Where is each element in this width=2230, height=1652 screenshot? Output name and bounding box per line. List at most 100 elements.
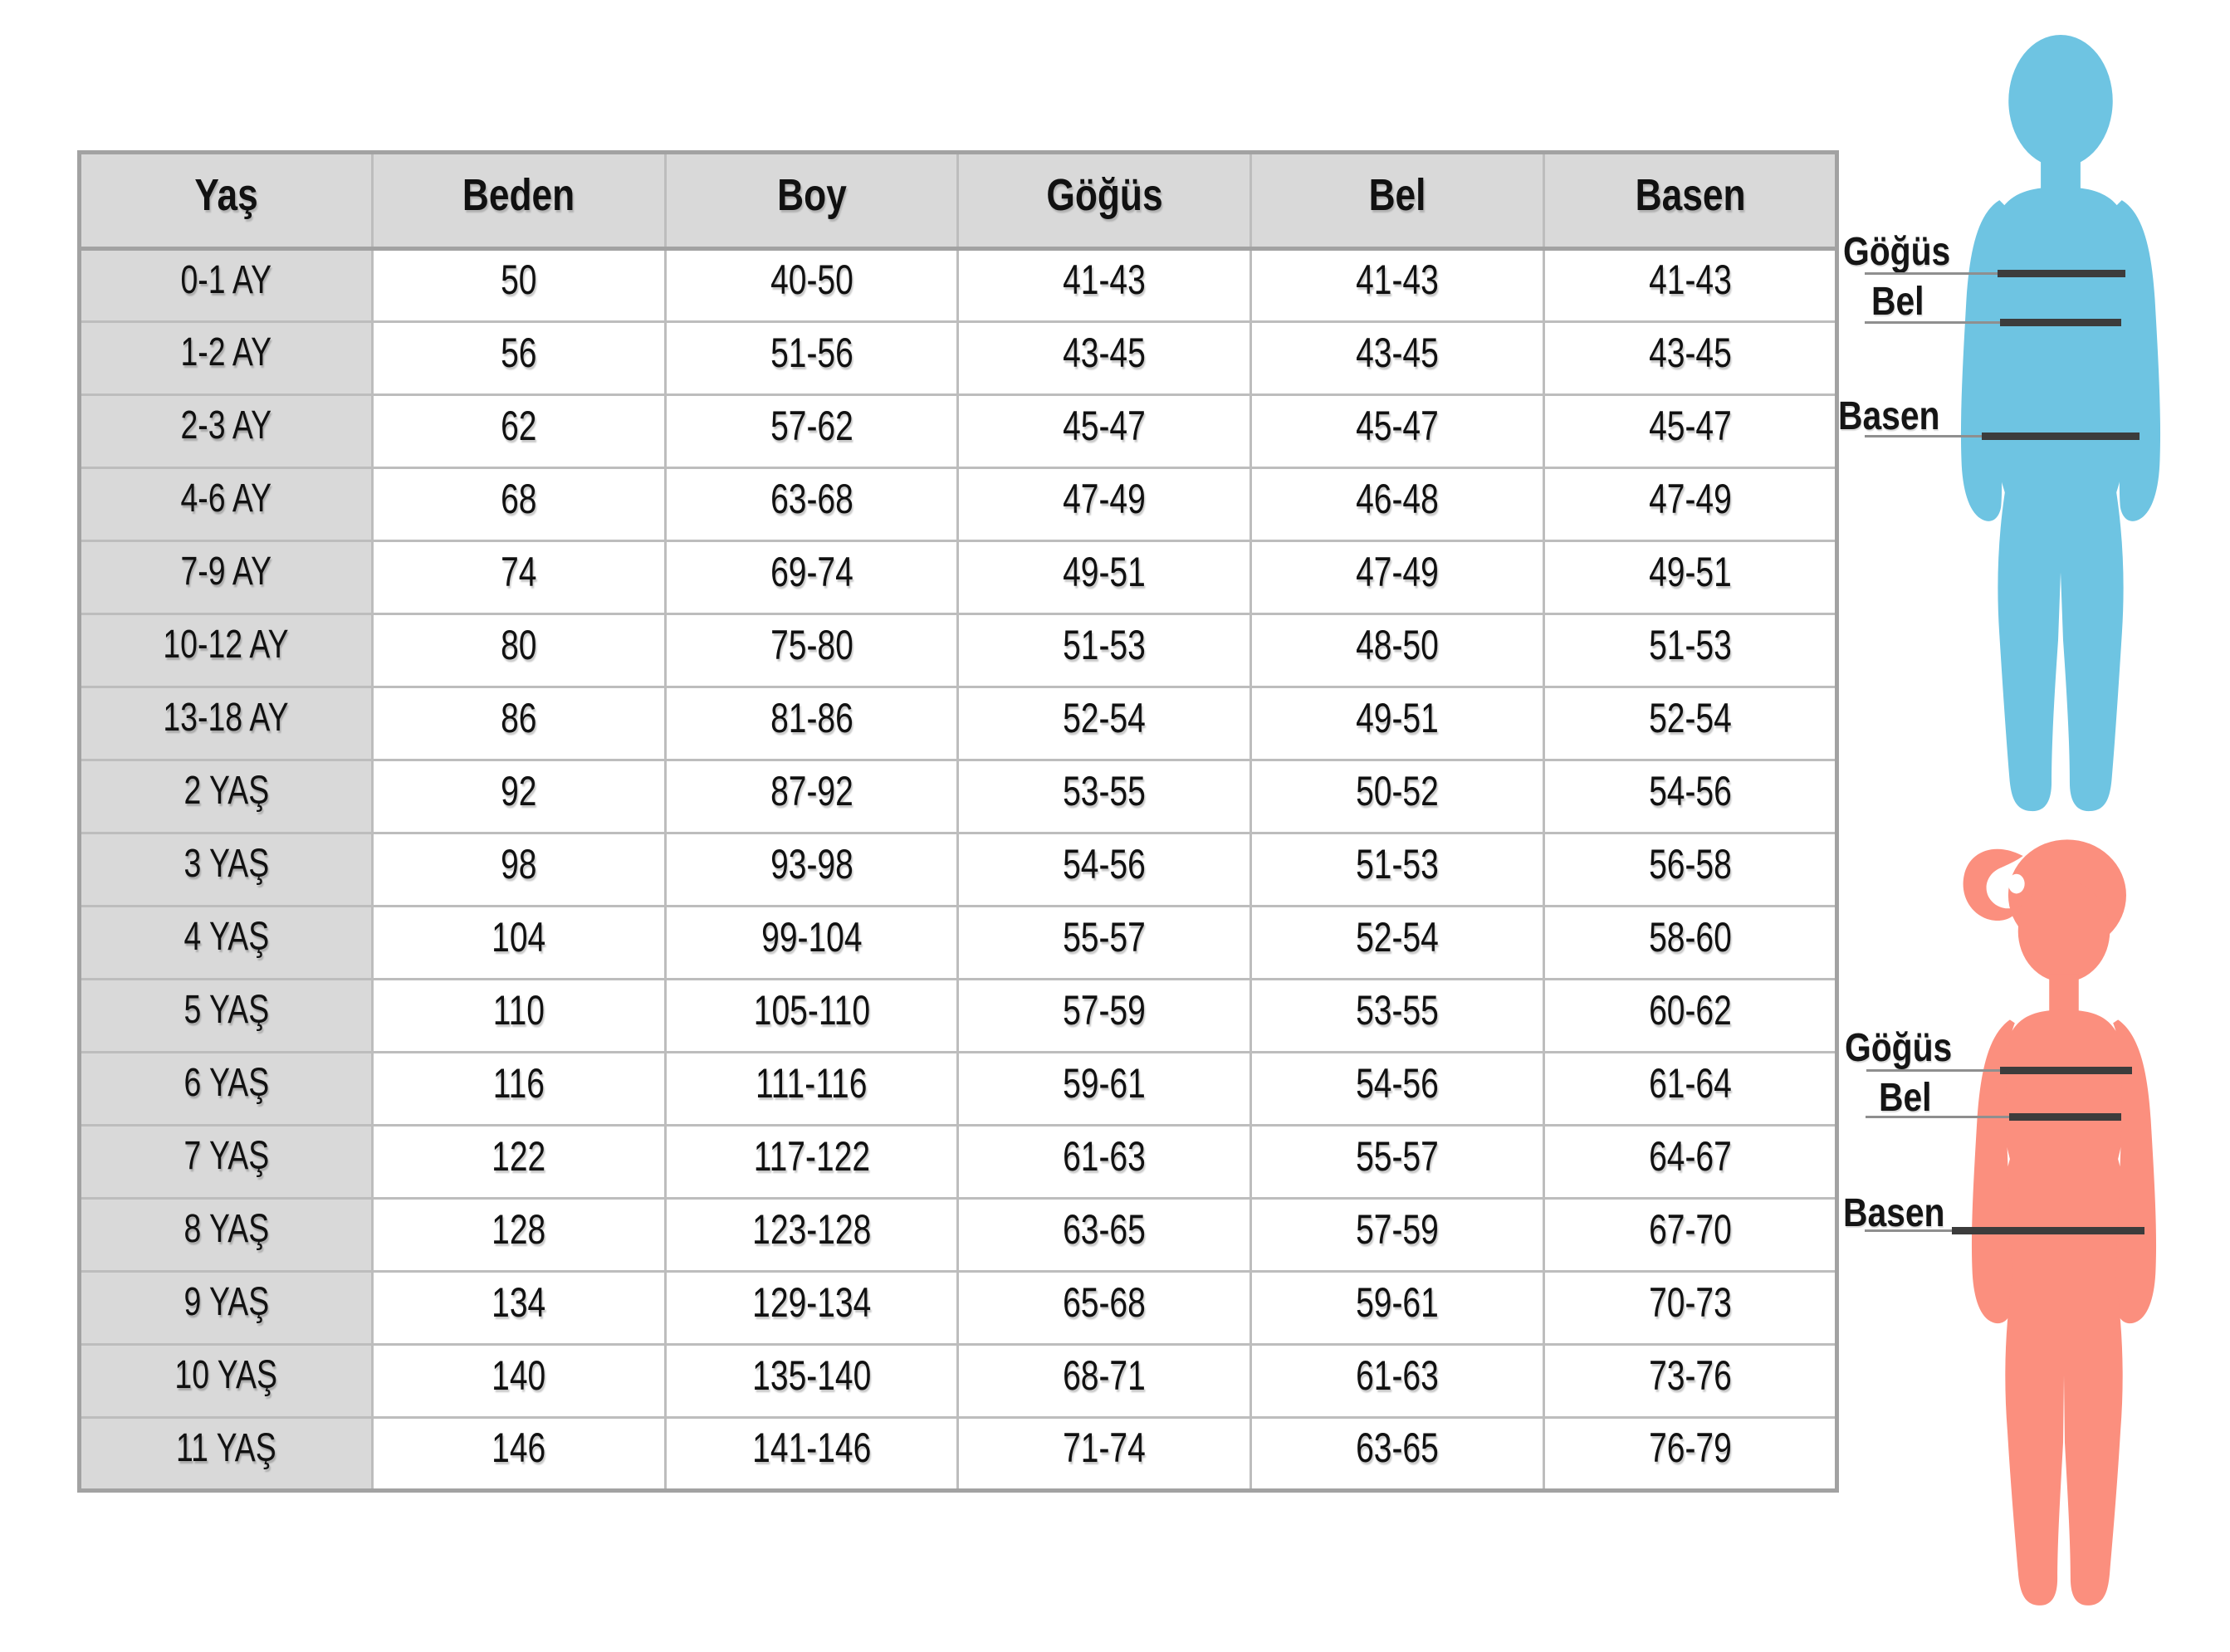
value-cell: 47-49 <box>1249 540 1546 615</box>
value-cell: 87-92 <box>663 759 960 834</box>
cell-text: 51-56 <box>770 329 853 376</box>
boy-chest-measure-line <box>1998 270 2125 277</box>
column-header-text: Bel <box>1368 169 1426 220</box>
value-cell: 98 <box>370 832 667 907</box>
age-cell: 9 YAŞ <box>78 1270 374 1346</box>
cell-text: 51-53 <box>1648 621 1732 668</box>
age-cell: 2-3 AY <box>78 393 374 469</box>
girl-right-arm <box>2113 1019 2157 1324</box>
age-cell: 4 YAŞ <box>78 905 374 980</box>
table-row: 5 YAŞ 110 105-110 57-59 53-55 60-62 <box>78 978 1838 1053</box>
value-cell: 49-51 <box>1543 540 1838 615</box>
table-row: 7-9 AY 74 69-74 49-51 47-49 49-51 <box>78 540 1838 615</box>
cell-text: 4 YAŞ <box>183 915 269 959</box>
cell-text: 47-49 <box>1648 475 1732 522</box>
table-row: 9 YAŞ 134 129-134 65-68 59-61 70-73 <box>78 1270 1838 1346</box>
cell-text: 13-18 AY <box>163 696 290 740</box>
cell-text: 117-122 <box>753 1132 870 1180</box>
girl-neck <box>2049 974 2079 1017</box>
value-cell: 111-116 <box>663 1051 960 1127</box>
cell-text: 8 YAŞ <box>183 1207 269 1251</box>
cell-text: 1-2 AY <box>180 330 272 374</box>
cell-text: 57-59 <box>1063 986 1147 1034</box>
value-cell: 65-68 <box>956 1270 1253 1346</box>
cell-text: 105-110 <box>753 986 870 1034</box>
header-row: Yaş Beden Boy Göğüs Bel Basen <box>78 151 1838 251</box>
age-cell: 5 YAŞ <box>78 978 374 1053</box>
value-cell: 63-65 <box>1249 1416 1546 1492</box>
cell-text: 67-70 <box>1648 1205 1732 1253</box>
value-cell: 56 <box>370 320 667 396</box>
value-cell: 117-122 <box>663 1124 960 1200</box>
cell-text: 98 <box>501 840 537 887</box>
cell-text: 104 <box>491 913 546 960</box>
value-cell: 63-65 <box>956 1197 1253 1273</box>
cell-text: 41-43 <box>1356 257 1440 303</box>
value-cell: 61-63 <box>1249 1343 1546 1419</box>
age-cell: 10-12 AY <box>78 613 374 688</box>
value-cell: 146 <box>370 1416 667 1492</box>
cell-text: 53-55 <box>1063 767 1147 814</box>
cell-text: 43-45 <box>1648 329 1732 376</box>
cell-text: 99-104 <box>760 913 863 960</box>
column-header-text: Boy <box>776 169 847 220</box>
age-cell: 0-1 AY <box>78 247 374 323</box>
value-cell: 41-43 <box>956 247 1253 323</box>
value-cell: 76-79 <box>1543 1416 1838 1492</box>
boy-head <box>2008 34 2113 168</box>
cell-text: 41-43 <box>1063 257 1147 303</box>
age-cell: 13-18 AY <box>78 686 374 761</box>
cell-text: 135-140 <box>751 1351 872 1399</box>
cell-text: 61-63 <box>1063 1132 1147 1180</box>
value-cell: 71-74 <box>956 1416 1253 1492</box>
table-row: 2-3 AY 62 57-62 45-47 45-47 45-47 <box>78 393 1838 469</box>
cell-text: 5 YAŞ <box>183 988 269 1032</box>
table-row: 6 YAŞ 116 111-116 59-61 54-56 61-64 <box>78 1051 1838 1127</box>
value-cell: 43-45 <box>956 320 1253 396</box>
age-cell: 6 YAŞ <box>78 1051 374 1127</box>
cell-text: 54-56 <box>1356 1059 1440 1107</box>
girl-waist-measure-line <box>2009 1113 2121 1121</box>
cell-text: 2 YAŞ <box>183 769 269 813</box>
cell-text: 7-9 AY <box>180 550 272 594</box>
cell-text: 58-60 <box>1648 913 1732 960</box>
value-cell: 50 <box>370 247 667 323</box>
cell-text: 64-67 <box>1648 1132 1732 1180</box>
value-cell: 57-59 <box>1249 1197 1546 1273</box>
value-cell: 56-58 <box>1543 832 1838 907</box>
value-cell: 46-48 <box>1249 467 1546 542</box>
cell-text: 123-128 <box>751 1205 872 1253</box>
cell-text: 63-65 <box>1356 1425 1440 1471</box>
value-cell: 68 <box>370 467 667 542</box>
cell-text: 50-52 <box>1356 767 1440 814</box>
value-cell: 41-43 <box>1543 247 1838 323</box>
cell-text: 56-58 <box>1648 840 1732 887</box>
cell-text: 70-73 <box>1648 1278 1732 1326</box>
girl-hip-measure-line <box>1952 1227 2144 1234</box>
table-row: 2 YAŞ 92 87-92 53-55 50-52 54-56 <box>78 759 1838 834</box>
value-cell: 61-63 <box>956 1124 1253 1200</box>
cell-text: 146 <box>491 1425 546 1471</box>
size-table-head: Yaş Beden Boy Göğüs Bel Basen <box>78 151 1838 251</box>
value-cell: 53-55 <box>1249 978 1546 1053</box>
boy-torso <box>1984 187 2137 496</box>
value-cell: 70-73 <box>1543 1270 1838 1346</box>
cell-text: 87-92 <box>770 767 853 814</box>
boy-neck <box>2041 150 2081 194</box>
column-header: Boy <box>663 151 960 251</box>
cell-text: 141-146 <box>751 1425 872 1471</box>
cell-text: 51-53 <box>1356 840 1440 887</box>
value-cell: 63-68 <box>663 467 960 542</box>
cell-text: 69-74 <box>770 548 853 595</box>
column-header-text: Yaş <box>194 169 258 220</box>
girl-left-arm <box>1971 1019 2015 1324</box>
cell-text: 61-63 <box>1356 1351 1440 1399</box>
cell-text: 7 YAŞ <box>183 1134 269 1178</box>
value-cell: 67-70 <box>1543 1197 1838 1273</box>
value-cell: 93-98 <box>663 832 960 907</box>
cell-text: 54-56 <box>1648 767 1732 814</box>
value-cell: 54-56 <box>956 832 1253 907</box>
value-cell: 73-76 <box>1543 1343 1838 1419</box>
value-cell: 55-57 <box>1249 1124 1546 1200</box>
cell-text: 59-61 <box>1356 1278 1440 1326</box>
